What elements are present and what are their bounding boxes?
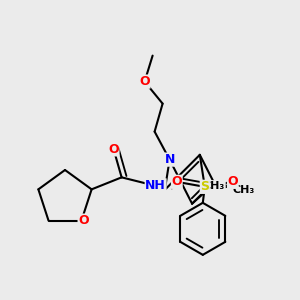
Text: O: O [108, 143, 119, 156]
Text: O: O [139, 75, 150, 88]
Text: NH: NH [145, 179, 166, 192]
Text: N: N [164, 153, 175, 166]
Text: O: O [172, 175, 182, 188]
Text: O: O [227, 175, 238, 188]
Text: S: S [200, 180, 209, 193]
Text: CH₃: CH₃ [232, 185, 255, 195]
Text: O: O [78, 214, 89, 227]
Text: CH₃: CH₃ [203, 181, 225, 191]
